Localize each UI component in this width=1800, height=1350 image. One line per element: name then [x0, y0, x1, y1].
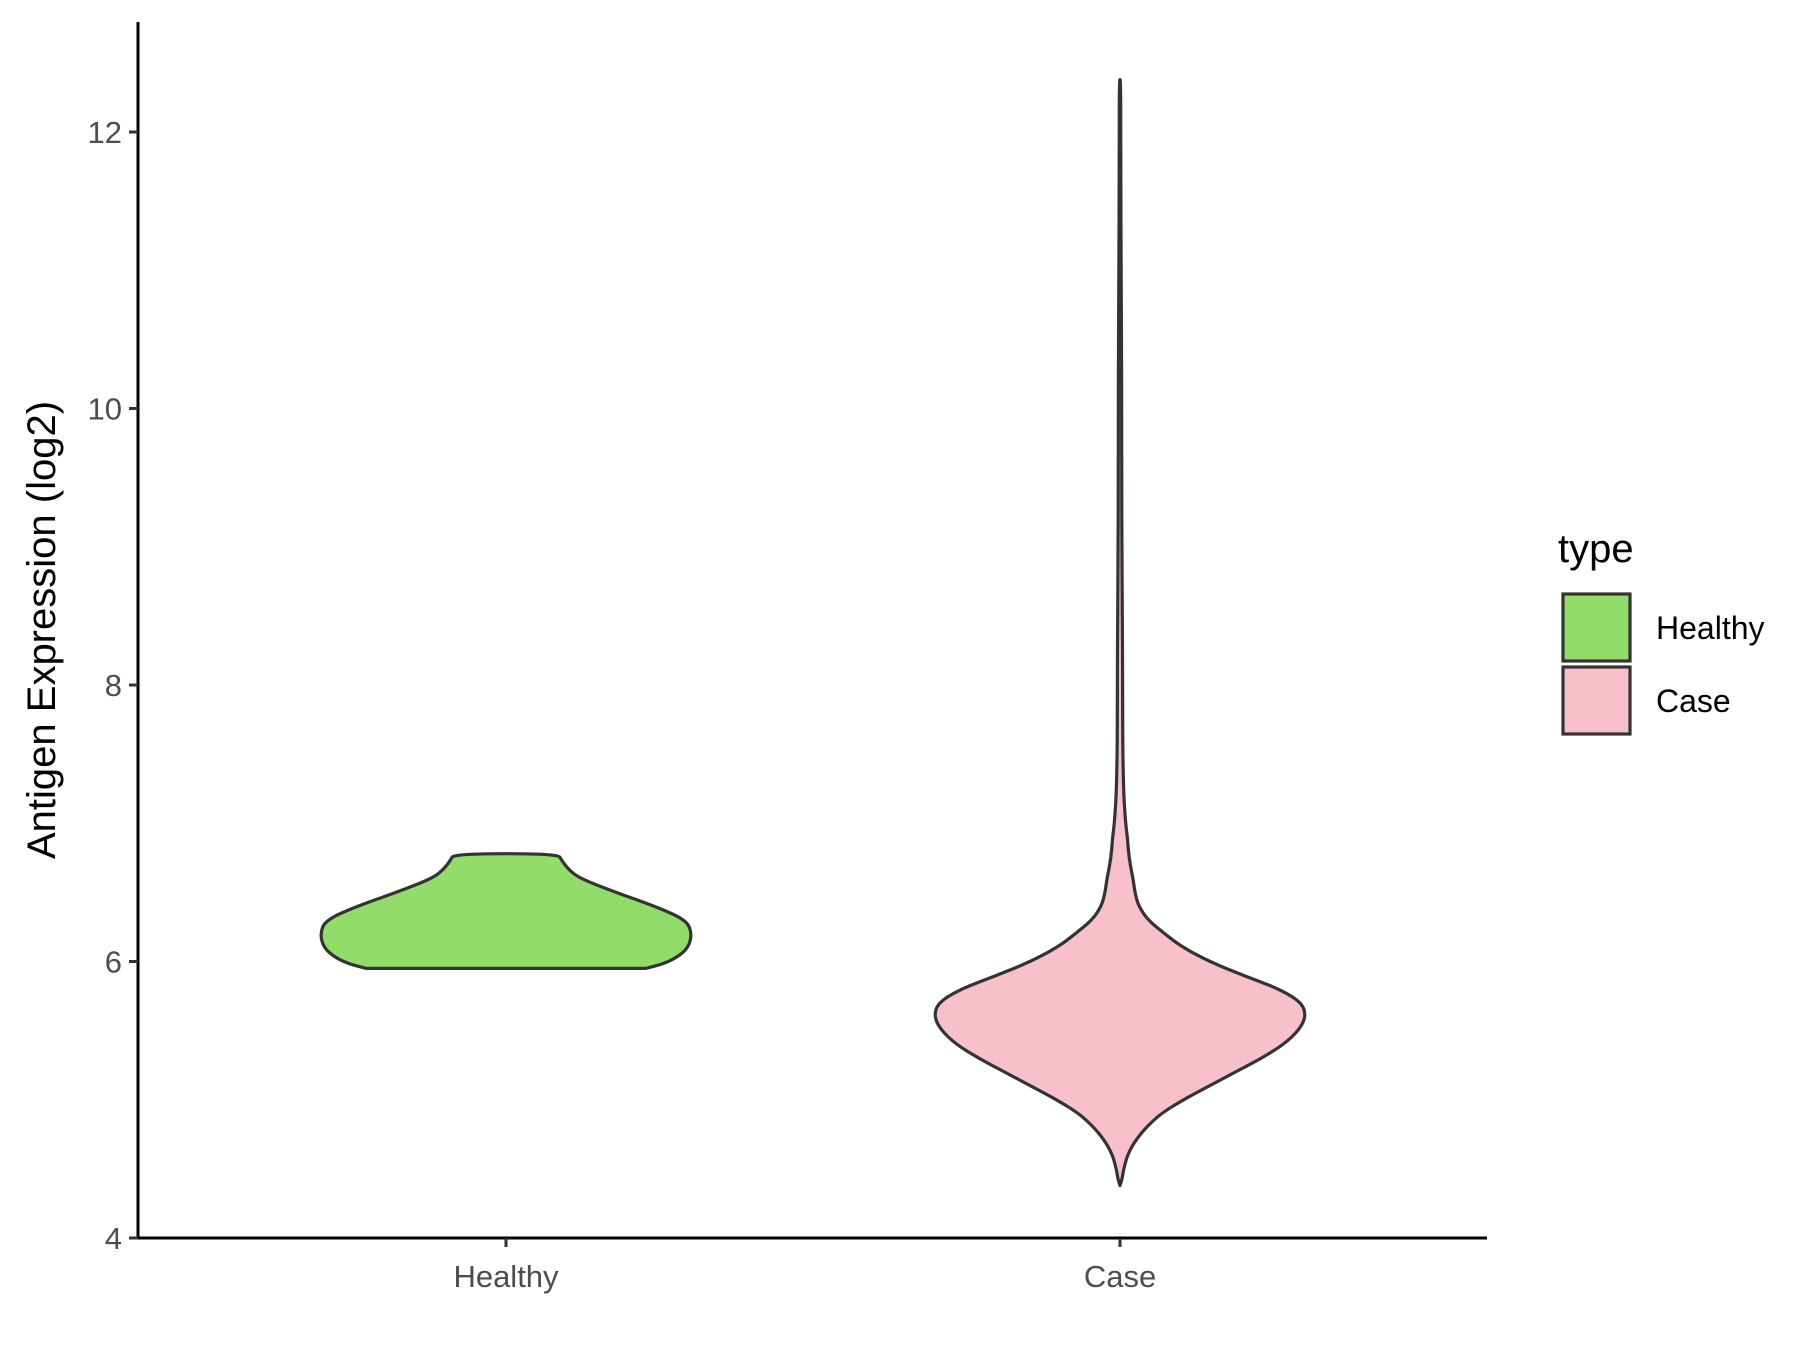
y-tick-label: 12	[88, 115, 122, 150]
legend-title: type	[1558, 527, 1634, 571]
y-tick-label: 4	[105, 1221, 122, 1256]
x-tick-label-case: Case	[1084, 1259, 1156, 1294]
legend-label-case: Case	[1656, 683, 1731, 719]
legend: type Healthy Case	[1558, 527, 1765, 736]
axes-layer	[136, 22, 1487, 1240]
x-ticks: Healthy Case	[453, 1238, 1156, 1294]
y-tick-label: 6	[105, 945, 122, 980]
violin-healthy	[319, 852, 693, 970]
y-ticks: 4 6 8 10 12	[88, 115, 138, 1256]
y-tick-label: 10	[88, 392, 122, 427]
violin-layer	[319, 77, 1307, 1188]
legend-key-case	[1561, 665, 1632, 736]
legend-key-healthy	[1561, 592, 1632, 663]
y-axis-title: Antigen Expression (log2)	[20, 401, 64, 859]
x-tick-label-healthy: Healthy	[453, 1259, 559, 1294]
violin-case	[933, 77, 1307, 1188]
y-tick-label: 8	[105, 668, 122, 703]
legend-label-healthy: Healthy	[1656, 610, 1765, 646]
